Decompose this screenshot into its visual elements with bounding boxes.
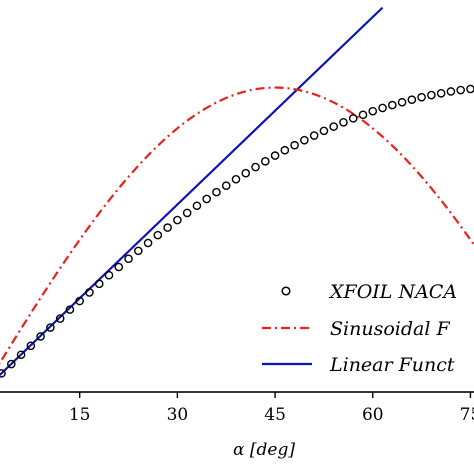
xfoil-point <box>231 174 241 184</box>
legend-entry-xfoil: XFOIL NACA <box>328 281 457 303</box>
series-line-sinusoidal <box>0 86 474 365</box>
xfoil-point <box>212 187 221 197</box>
x-tick-label: 75 <box>460 405 474 425</box>
xfoil-point <box>329 122 338 131</box>
x-tick-label: 60 <box>362 405 384 425</box>
xfoil-point <box>348 114 358 123</box>
xfoil-point <box>153 230 163 240</box>
xfoil-point <box>319 126 329 136</box>
xfoil-point <box>417 92 426 102</box>
legend-marker-xfoil <box>281 286 291 296</box>
xfoil-point <box>65 305 75 314</box>
xfoil-point <box>368 106 378 116</box>
xfoil-point <box>466 84 474 94</box>
xfoil-point <box>192 201 202 211</box>
xfoil-point <box>388 100 397 110</box>
xfoil-point <box>16 350 26 360</box>
xfoil-point <box>182 208 192 218</box>
xfoil-point <box>378 103 387 113</box>
xfoil-point <box>456 85 465 95</box>
x-axis: 15 30 45 60 75 <box>69 392 474 425</box>
xfoil-point <box>173 215 182 225</box>
xfoil-point <box>241 168 251 178</box>
xfoil-point <box>46 323 55 332</box>
legend-entry-linear: Linear Funct <box>329 354 455 376</box>
xfoil-point <box>251 162 260 172</box>
series-line-linear <box>0 6 384 377</box>
xfoil-point <box>300 135 309 145</box>
xfoil-point <box>339 117 348 127</box>
plot-frame <box>0 391 474 393</box>
xfoil-point <box>104 270 114 280</box>
xfoil-point <box>7 359 16 369</box>
legend-entry-sinusoidal: Sinusoidal F <box>330 318 450 340</box>
xfoil-point <box>280 145 290 155</box>
x-tick-label: 15 <box>69 405 91 425</box>
xfoil-point <box>290 140 299 150</box>
xfoil-point <box>202 194 211 204</box>
legend: XFOIL NACA Sinusoidal F Linear Funct <box>262 281 457 376</box>
xfoil-point <box>407 95 417 105</box>
x-axis-label: α [deg] <box>233 440 295 460</box>
xfoil-point <box>397 97 407 107</box>
xfoil-point <box>270 151 280 160</box>
xfoil-point <box>85 288 94 297</box>
x-tick-label: 30 <box>167 405 189 425</box>
plot-area <box>0 6 474 378</box>
xfoil-point <box>26 341 36 351</box>
xfoil-point <box>221 181 231 190</box>
xfoil-point <box>427 90 436 100</box>
xfoil-point <box>261 157 270 166</box>
xfoil-point <box>55 314 65 323</box>
xfoil-point <box>134 246 143 256</box>
xfoil-point <box>446 87 456 96</box>
xfoil-point <box>436 88 446 98</box>
xfoil-point <box>309 131 319 140</box>
xfoil-point <box>36 332 45 341</box>
xfoil-point <box>358 110 368 120</box>
xfoil-point <box>163 223 172 232</box>
xfoil-point <box>75 296 84 306</box>
x-tick-label: 45 <box>264 405 286 425</box>
xfoil-point <box>0 369 6 378</box>
xfoil-point <box>114 262 124 272</box>
xfoil-point <box>124 254 133 264</box>
xfoil-point <box>94 279 104 289</box>
xfoil-point <box>143 238 153 248</box>
